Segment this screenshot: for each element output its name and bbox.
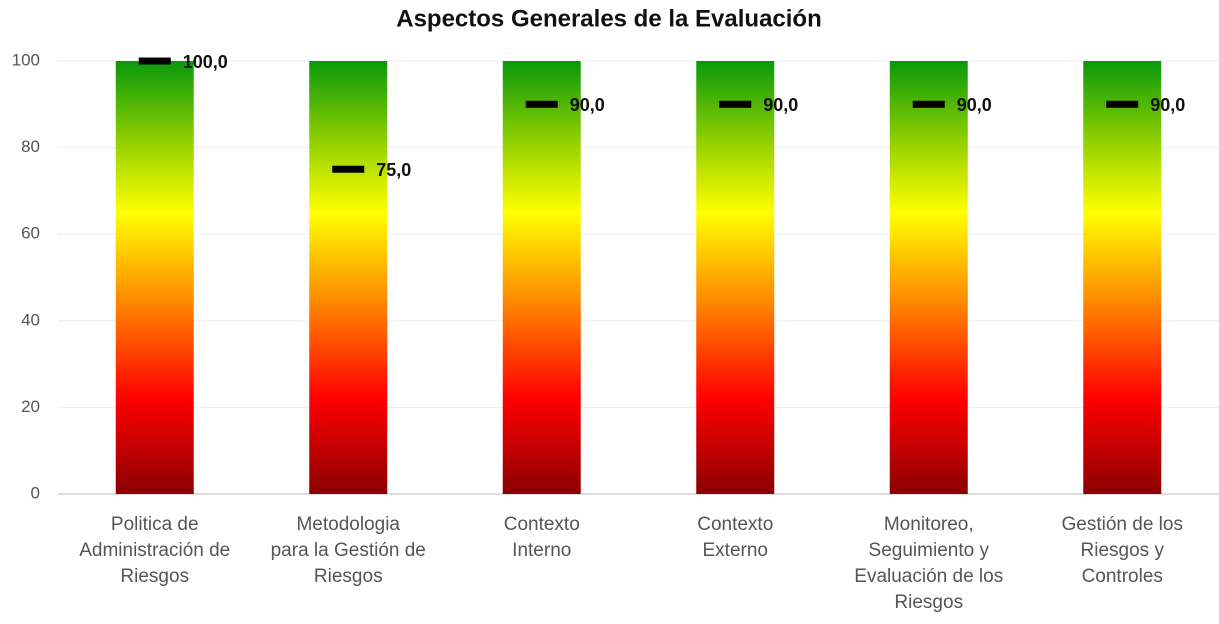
- y-tick-label: 20: [21, 397, 40, 416]
- x-tick-label-line: Interno: [512, 540, 571, 561]
- data-label: 90,0: [763, 95, 798, 115]
- x-tick-label-line: Politica de: [111, 514, 199, 535]
- data-label: 100,0: [183, 52, 228, 72]
- data-label: 75,0: [376, 160, 411, 180]
- x-tick-label-line: Riesgos: [120, 566, 189, 587]
- x-tick-label-line: Gestión de los: [1062, 514, 1183, 535]
- x-tick-label-line: Riesgos: [894, 592, 963, 613]
- y-tick-label: 100: [12, 50, 40, 69]
- data-label: 90,0: [957, 95, 992, 115]
- scale-bar: [502, 61, 581, 494]
- x-tick-label-line: Riesgos y: [1081, 540, 1165, 561]
- x-tick-label-line: Metodologia: [296, 514, 400, 535]
- x-tick-label-line: Externo: [703, 540, 768, 561]
- scale-bar: [115, 61, 194, 494]
- data-label: 90,0: [570, 95, 605, 115]
- y-tick-label: 80: [21, 137, 40, 156]
- x-tick-label-line: Administración de: [79, 540, 230, 561]
- x-tick-label-line: Contexto: [504, 514, 580, 535]
- scale-bar: [696, 61, 775, 494]
- data-label: 90,0: [1150, 95, 1185, 115]
- x-tick-label-line: Controles: [1082, 566, 1163, 587]
- x-tick-label: Metodologia para la Gestión de Riesgos: [271, 514, 426, 587]
- scale-bar: [1083, 61, 1162, 494]
- x-tick-label-line: Riesgos: [314, 566, 383, 587]
- y-tick-label: 60: [21, 224, 40, 243]
- x-tick-label: Politica de Administración de Riesgos: [79, 514, 230, 587]
- x-tick-label-line: Contexto: [697, 514, 773, 535]
- chart-title: Aspectos Generales de la Evaluación: [396, 5, 822, 32]
- scale-bar: [889, 61, 968, 494]
- x-tick-label-line: Evaluación de los: [854, 566, 1003, 587]
- x-tick-label-line: para la Gestión de: [271, 540, 426, 561]
- scale-bar: [309, 61, 388, 494]
- x-tick-label-line: Monitoreo,: [884, 514, 974, 535]
- x-tick-label: Gestión de los Riesgos y Controles: [1062, 514, 1183, 587]
- x-tick-label: Contexto Externo: [697, 514, 773, 561]
- x-tick-label-line: Seguimiento y: [869, 540, 990, 561]
- x-tick-label: Monitoreo, Seguimiento y Evaluación de los…: [854, 514, 1003, 613]
- y-tick-label: 0: [31, 483, 40, 502]
- y-tick-label: 40: [21, 310, 40, 329]
- x-tick-label: Contexto Interno: [504, 514, 580, 561]
